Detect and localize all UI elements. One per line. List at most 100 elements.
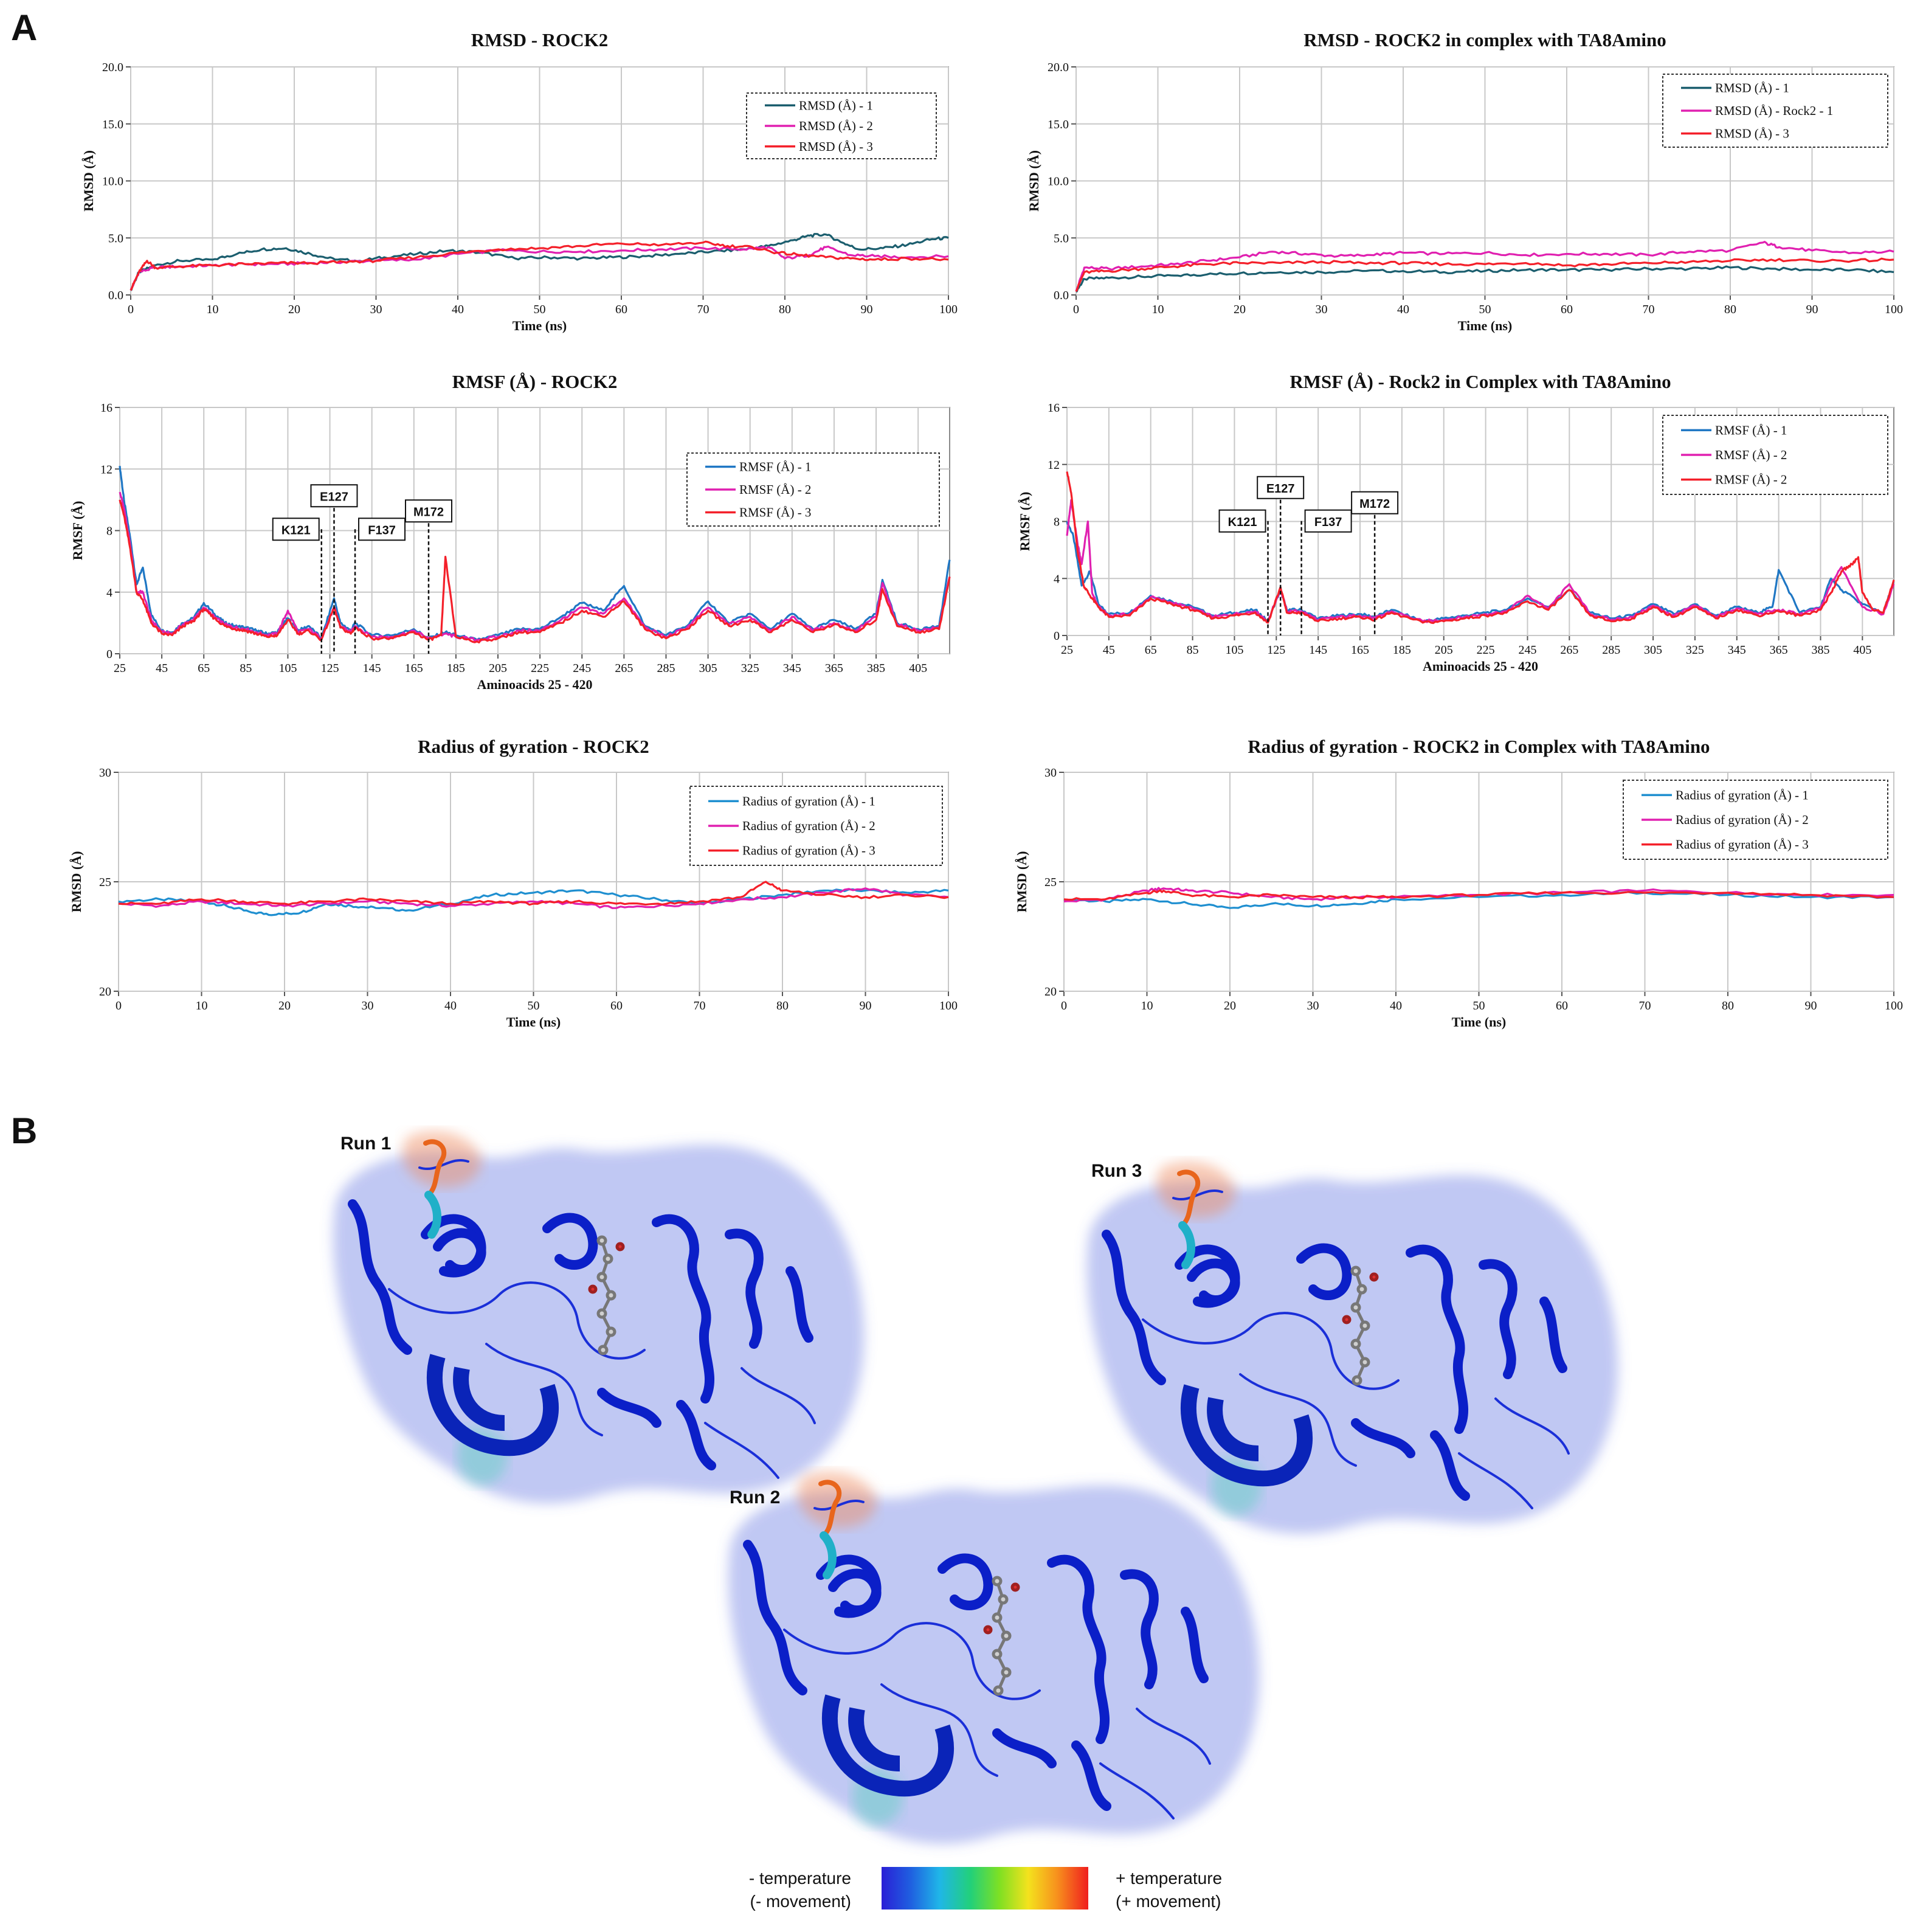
y-tick-label: 16 xyxy=(100,401,112,415)
marker-box xyxy=(272,518,320,541)
x-tick-label: 105 xyxy=(278,662,297,675)
x-tick-label: 100 xyxy=(939,303,958,316)
series-line-3 xyxy=(129,240,949,291)
x-tick-label: 385 xyxy=(867,662,885,675)
x-tick-label: 25 xyxy=(1061,643,1073,657)
legend-label-3: Radius of gyration (Å) - 3 xyxy=(742,843,875,858)
x-axis-label: Time (ns) xyxy=(506,1014,561,1030)
x-tick-label: 50 xyxy=(1473,999,1485,1013)
x-tick-label: 265 xyxy=(615,662,633,675)
x-tick-label: 40 xyxy=(1397,303,1409,316)
legend-label-1: RMSF (Å) - 1 xyxy=(1715,423,1787,437)
x-tick-label: 105 xyxy=(1225,643,1243,657)
temperature-scale: - temperature (- movement) + temperature… xyxy=(749,1867,1222,1911)
x-tick-label: 80 xyxy=(1724,303,1736,316)
legend-label-3: RMSF (Å) - 3 xyxy=(739,505,811,520)
y-axis-label: RMSD (Å) xyxy=(1014,851,1029,913)
legend-label-3: RMSD (Å) - 3 xyxy=(799,139,873,154)
series-line-1 xyxy=(1075,265,1894,293)
x-tick-label: 405 xyxy=(1853,643,1871,657)
series-line-2 xyxy=(119,491,951,642)
x-tick-label: 125 xyxy=(1267,643,1285,657)
marker-box xyxy=(1304,509,1352,533)
x-tick-label: 325 xyxy=(1686,643,1704,657)
temperature-gradient-bar xyxy=(882,1867,1088,1909)
y-axis-label: RMSD (Å) xyxy=(81,150,96,212)
x-axis-label: Time (ns) xyxy=(1458,318,1512,333)
x-tick-label: 25 xyxy=(114,662,126,675)
x-tick-label: 10 xyxy=(196,999,208,1013)
chart-rg-rock2: Radius of gyration - ROCK2 0 10 20 30 40 50 60 7… xyxy=(69,736,958,1030)
chart-rmsf-rock2: RMSF (Å) - ROCK2 25 45 65 85 105 125 145 165 185 2… xyxy=(70,371,951,692)
series-line-1 xyxy=(130,233,949,291)
legend-label-1: Radius of gyration (Å) - 1 xyxy=(1676,788,1809,802)
x-tick-label: 225 xyxy=(531,662,549,675)
chart-rg-complex: Radius of gyration - ROCK2 in Complex wi… xyxy=(1014,736,1903,1030)
x-tick-label: 185 xyxy=(447,662,465,675)
marker-label: M172 xyxy=(1359,497,1390,511)
y-tick-label: 20.0 xyxy=(1048,61,1069,74)
x-tick-label: 30 xyxy=(1307,999,1319,1013)
x-tick-label: 30 xyxy=(362,999,374,1013)
structure-run-1 xyxy=(333,1131,864,1503)
x-tick-label: 205 xyxy=(1435,643,1453,657)
x-tick-label: 60 xyxy=(1561,303,1573,316)
scale-left-line2: (- movement) xyxy=(750,1892,851,1911)
marker-label: K121 xyxy=(281,524,311,537)
x-tick-label: 85 xyxy=(240,662,252,675)
chart-title: RMSF (Å) - ROCK2 xyxy=(452,371,618,392)
x-tick-label: 185 xyxy=(1393,643,1411,657)
x-tick-label: 50 xyxy=(1479,303,1491,316)
y-tick-label: 8 xyxy=(106,525,112,538)
x-tick-label: 90 xyxy=(861,303,873,316)
x-tick-label: 365 xyxy=(825,662,843,675)
x-tick-label: 165 xyxy=(405,662,423,675)
scale-right-line1: + temperature xyxy=(1116,1869,1222,1888)
marker-box xyxy=(1351,491,1399,514)
marker-label: M172 xyxy=(413,505,444,519)
marker-label: K121 xyxy=(1228,516,1257,529)
series-line-3 xyxy=(119,499,951,644)
y-tick-label: 25 xyxy=(99,876,111,889)
y-tick-label: 10.0 xyxy=(1048,175,1069,189)
legend-label-1: Radius of gyration (Å) - 1 xyxy=(742,794,875,808)
x-tick-label: 100 xyxy=(939,999,958,1013)
marker-label: E127 xyxy=(320,490,348,504)
marker-box xyxy=(358,518,406,541)
series-line-3 xyxy=(118,881,949,906)
x-tick-label: 20 xyxy=(278,999,291,1013)
legend-label-1: RMSF (Å) - 1 xyxy=(739,460,811,474)
x-tick-label: 125 xyxy=(321,662,339,675)
x-tick-label: 70 xyxy=(1639,999,1651,1013)
chart-title: RMSD - ROCK2 in complex with TA8Amino xyxy=(1303,29,1666,50)
legend-label-2: RMSD (Å) - 2 xyxy=(799,119,873,133)
y-tick-label: 12 xyxy=(1048,459,1060,472)
x-tick-label: 80 xyxy=(776,999,789,1013)
y-tick-label: 25 xyxy=(1044,876,1057,889)
y-tick-label: 0 xyxy=(106,648,112,661)
x-tick-label: 65 xyxy=(198,662,210,675)
legend-label-1: RMSD (Å) - 1 xyxy=(799,98,873,113)
x-tick-label: 0 xyxy=(1073,303,1079,316)
y-tick-label: 0.0 xyxy=(1054,289,1069,302)
x-tick-label: 345 xyxy=(1728,643,1746,657)
x-tick-label: 405 xyxy=(909,662,927,675)
x-tick-label: 90 xyxy=(1805,999,1817,1013)
marker-label: F137 xyxy=(368,524,396,537)
y-tick-label: 5.0 xyxy=(1054,232,1069,245)
x-tick-label: 385 xyxy=(1811,643,1829,657)
chart-title: Radius of gyration - ROCK2 xyxy=(418,736,649,757)
run-2-label: Run 2 xyxy=(730,1487,780,1508)
y-tick-label: 30 xyxy=(99,766,111,780)
chart-rmsd-rock2: RMSD - ROCK2 0 10 20 30 40 50 60 70 80 90 100 0.0 5.0… xyxy=(81,29,958,333)
x-tick-label: 60 xyxy=(1556,999,1568,1013)
series-line-1 xyxy=(118,888,949,916)
marker-box xyxy=(1257,476,1305,499)
x-tick-label: 40 xyxy=(444,999,457,1013)
y-tick-label: 15.0 xyxy=(1048,118,1069,131)
series-line-2 xyxy=(1075,241,1894,292)
x-tick-label: 80 xyxy=(779,303,791,316)
scale-left-line1: - temperature xyxy=(749,1869,851,1888)
legend-label-3: Radius of gyration (Å) - 3 xyxy=(1676,837,1809,852)
x-tick-label: 305 xyxy=(699,662,717,675)
